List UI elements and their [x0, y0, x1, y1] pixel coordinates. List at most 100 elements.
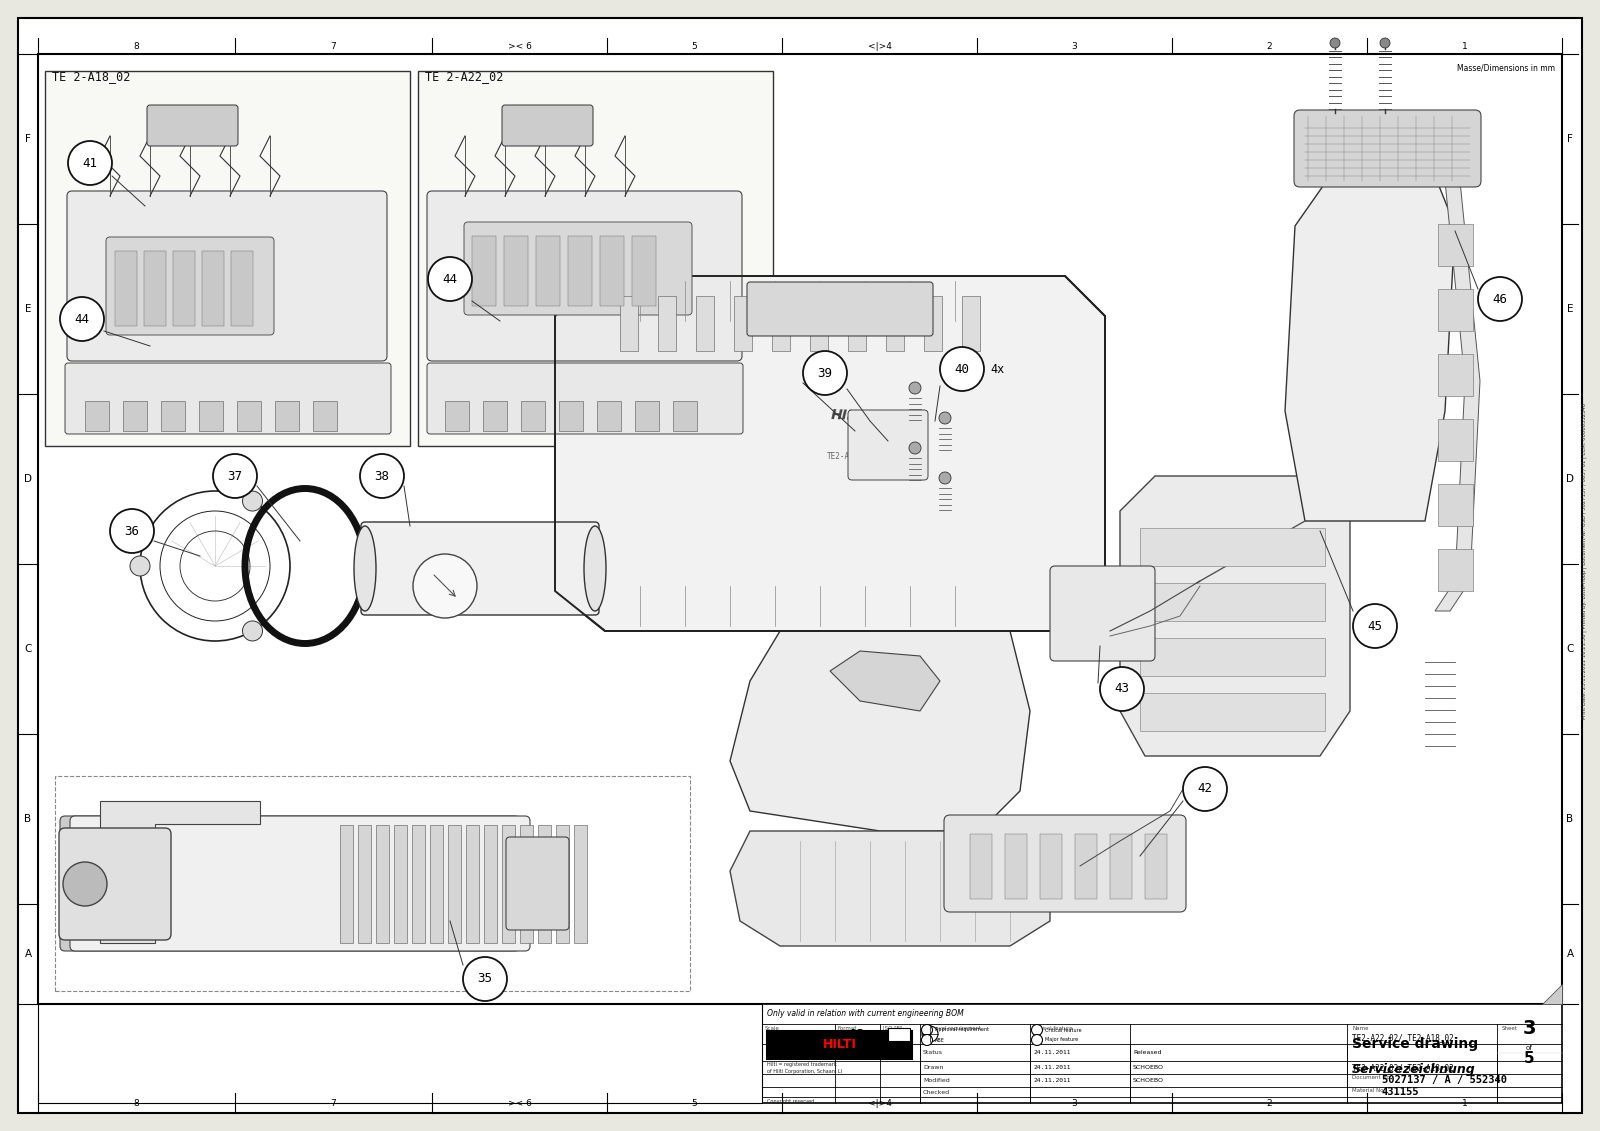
FancyBboxPatch shape	[67, 191, 387, 361]
FancyBboxPatch shape	[506, 837, 570, 930]
Bar	[1438, 418, 1474, 461]
Circle shape	[61, 297, 104, 342]
Bar	[597, 402, 621, 431]
Circle shape	[1182, 767, 1227, 811]
Text: Only valid in relation with current engineering BOM: Only valid in relation with current engi…	[766, 1010, 963, 1019]
Ellipse shape	[584, 526, 606, 611]
Bar	[376, 824, 389, 943]
Bar	[198, 402, 222, 431]
Circle shape	[1330, 38, 1341, 48]
Text: -: -	[797, 1029, 800, 1039]
Bar	[202, 251, 224, 326]
Text: 37: 37	[227, 469, 243, 483]
Text: HILTI: HILTI	[822, 1038, 858, 1052]
Circle shape	[1032, 1025, 1043, 1036]
Text: 38: 38	[374, 469, 389, 483]
FancyBboxPatch shape	[502, 105, 594, 146]
Text: F: F	[26, 133, 30, 144]
Text: 44: 44	[75, 312, 90, 326]
Bar	[568, 236, 592, 307]
Text: 5: 5	[691, 1099, 698, 1108]
FancyBboxPatch shape	[61, 815, 520, 951]
Bar	[123, 402, 147, 431]
Text: 4x: 4x	[990, 363, 1005, 375]
Text: C: C	[1566, 644, 1574, 654]
Circle shape	[939, 472, 950, 484]
Text: >< 6: >< 6	[507, 1099, 531, 1108]
Circle shape	[243, 491, 262, 511]
Bar	[502, 824, 515, 943]
Circle shape	[909, 382, 922, 394]
Bar	[558, 402, 582, 431]
Bar	[1438, 224, 1474, 266]
Text: 45: 45	[1368, 620, 1382, 632]
Text: Major feature: Major feature	[1045, 1037, 1078, 1043]
Text: Status: Status	[923, 1050, 942, 1055]
Text: D: D	[1566, 474, 1574, 484]
Bar	[1139, 582, 1325, 621]
Text: TE 2-A22_02: TE 2-A22_02	[426, 70, 504, 83]
Text: 8: 8	[134, 42, 139, 51]
Text: TE 2-A18_02: TE 2-A18_02	[51, 70, 130, 83]
Bar	[339, 824, 354, 943]
FancyBboxPatch shape	[1050, 566, 1155, 661]
Bar	[394, 824, 406, 943]
Text: Document No.: Document No.	[1352, 1074, 1392, 1080]
Polygon shape	[1285, 156, 1454, 521]
Text: Copyright reserved: Copyright reserved	[766, 1099, 814, 1104]
Text: >< 6: >< 6	[507, 42, 531, 51]
FancyBboxPatch shape	[147, 105, 238, 146]
Text: 5: 5	[691, 42, 698, 51]
Text: Scale: Scale	[765, 1026, 779, 1031]
Text: F: F	[1566, 133, 1573, 144]
Text: Masse/Dimensions in mm: Masse/Dimensions in mm	[1458, 63, 1555, 72]
Text: Hilti = registered trademark
of Hilti Corporation, Schaan, LI: Hilti = registered trademark of Hilti Co…	[766, 1062, 842, 1073]
Bar	[538, 824, 550, 943]
Text: TE2-A22_02/ TE2-A18_02: TE2-A22_02/ TE2-A18_02	[1352, 1063, 1454, 1072]
Text: A3: A3	[850, 1029, 866, 1039]
Text: A: A	[1566, 949, 1573, 959]
Bar	[483, 824, 498, 943]
Text: Critical feature: Critical feature	[1045, 1027, 1082, 1033]
Text: of: of	[1526, 1045, 1533, 1052]
Bar	[1146, 834, 1166, 899]
Text: ISO "E": ISO "E"	[883, 1026, 902, 1031]
Bar	[418, 71, 773, 446]
Text: C: C	[24, 644, 32, 654]
Polygon shape	[1435, 181, 1480, 611]
Bar	[1438, 354, 1474, 396]
Bar	[1110, 834, 1131, 899]
Bar	[448, 824, 461, 943]
Circle shape	[110, 509, 154, 553]
Bar	[886, 296, 904, 351]
Text: 1: 1	[1462, 1099, 1467, 1108]
Bar	[466, 824, 478, 943]
Text: HILTI: HILTI	[830, 408, 869, 424]
Text: 8: 8	[134, 1099, 139, 1108]
Text: E: E	[1566, 304, 1573, 314]
Bar	[358, 824, 371, 943]
Circle shape	[1379, 38, 1390, 48]
Bar	[773, 296, 790, 351]
Bar	[45, 71, 410, 446]
Bar	[237, 402, 261, 431]
Text: 3: 3	[1072, 42, 1077, 51]
Circle shape	[1354, 604, 1397, 648]
FancyBboxPatch shape	[464, 222, 691, 316]
Bar	[1139, 638, 1325, 676]
Circle shape	[1478, 277, 1522, 321]
Circle shape	[130, 556, 150, 576]
Bar	[888, 1028, 910, 1041]
Text: TE2-A22...: TE2-A22...	[827, 451, 874, 460]
Text: Drawn: Drawn	[923, 1065, 944, 1070]
Text: 431155: 431155	[1382, 1087, 1419, 1097]
Circle shape	[939, 412, 950, 424]
Circle shape	[413, 554, 477, 618]
Text: 7: 7	[331, 1099, 336, 1108]
Text: <|>4: <|>4	[867, 1099, 891, 1108]
FancyBboxPatch shape	[944, 815, 1186, 912]
Circle shape	[909, 442, 922, 454]
Bar	[536, 236, 560, 307]
Text: 2: 2	[1267, 1099, 1272, 1108]
Text: Service drawing: Service drawing	[1352, 1037, 1478, 1051]
